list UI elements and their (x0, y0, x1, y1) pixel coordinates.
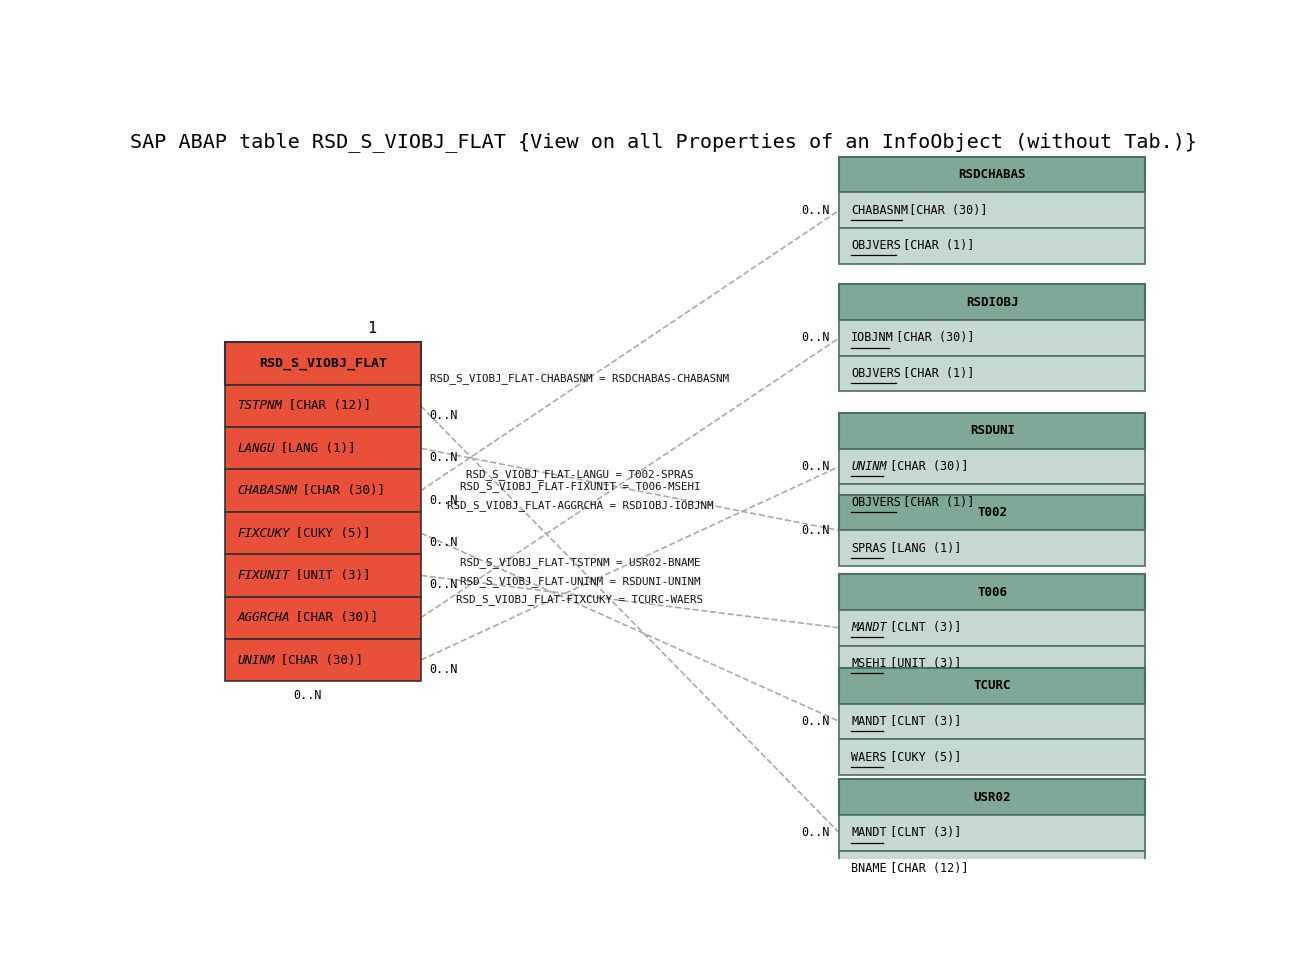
Bar (225, 554, 421, 596)
Bar (225, 427, 421, 470)
Text: [CHAR (30)]: [CHAR (30)] (883, 460, 969, 473)
Text: RSD_S_VIOBJ_FLAT-LANGU = T002-SPRAS: RSD_S_VIOBJ_FLAT-LANGU = T002-SPRAS (466, 469, 694, 480)
Bar (839, 449, 1145, 484)
Text: OBJVERS: OBJVERS (851, 367, 901, 380)
Text: 1: 1 (368, 321, 377, 337)
Text: [CLNT (3)]: [CLNT (3)] (883, 826, 961, 840)
Text: 0..N: 0..N (429, 452, 457, 464)
Text: 0..N: 0..N (800, 460, 829, 473)
Text: OBJVERS: OBJVERS (851, 239, 901, 252)
Text: BNAME: BNAME (851, 862, 887, 875)
Text: RSDIOBJ: RSDIOBJ (966, 296, 1019, 309)
Bar (839, 739, 1145, 775)
Text: [CLNT (3)]: [CLNT (3)] (883, 621, 961, 634)
Text: 0..N: 0..N (800, 204, 829, 217)
Bar (839, 531, 1145, 566)
Bar (839, 320, 1145, 356)
Text: T002: T002 (978, 506, 1008, 519)
Bar (839, 156, 1145, 192)
Text: MANDT: MANDT (851, 621, 887, 634)
Text: [LANG (1)]: [LANG (1)] (273, 442, 356, 455)
Bar (839, 285, 1145, 320)
Text: SPRAS: SPRAS (851, 541, 887, 555)
Bar (839, 851, 1145, 886)
Text: 0..N: 0..N (429, 494, 457, 507)
Text: [CHAR (30)]: [CHAR (30)] (890, 331, 975, 345)
Bar (839, 484, 1145, 520)
Text: [CHAR (30)]: [CHAR (30)] (295, 484, 385, 497)
Bar (839, 668, 1145, 703)
Text: USR02: USR02 (974, 790, 1011, 804)
Text: 0..N: 0..N (800, 524, 829, 537)
Bar (225, 470, 421, 511)
Text: [CHAR (1)]: [CHAR (1)] (896, 239, 974, 252)
Text: CHABASNM: CHABASNM (237, 484, 297, 497)
Text: [UNIT (3)]: [UNIT (3)] (287, 569, 370, 582)
Text: [CHAR (12)]: [CHAR (12)] (281, 400, 370, 412)
Text: 0..N: 0..N (800, 331, 829, 345)
Text: RSD_S_VIOBJ_FLAT-TSTPNM = USR02-BNAME: RSD_S_VIOBJ_FLAT-TSTPNM = USR02-BNAME (460, 557, 701, 568)
Text: UNINM: UNINM (851, 460, 887, 473)
Text: 0..N: 0..N (429, 663, 457, 676)
Bar (839, 356, 1145, 392)
Text: [CHAR (1)]: [CHAR (1)] (896, 496, 974, 509)
Text: [CHAR (12)]: [CHAR (12)] (883, 862, 969, 875)
Bar (225, 511, 421, 554)
Text: TSTPNM: TSTPNM (237, 400, 282, 412)
Bar (839, 228, 1145, 263)
Text: FIXUNIT: FIXUNIT (237, 569, 290, 582)
Text: [LANG (1)]: [LANG (1)] (883, 541, 961, 555)
Text: [CUKY (5)]: [CUKY (5)] (883, 751, 961, 763)
Bar (839, 495, 1145, 531)
Text: RSDCHABAS: RSDCHABAS (958, 168, 1026, 181)
Text: CHABASNM: CHABASNM (851, 204, 908, 217)
Text: RSD_S_VIOBJ_FLAT-FIXUNIT = T006-MSEHI: RSD_S_VIOBJ_FLAT-FIXUNIT = T006-MSEHI (460, 481, 701, 492)
Text: [UNIT (3)]: [UNIT (3)] (883, 657, 961, 670)
Text: [CHAR (1)]: [CHAR (1)] (896, 367, 974, 380)
Text: MANDT: MANDT (851, 826, 887, 840)
Bar (839, 646, 1145, 681)
Text: 0..N: 0..N (429, 536, 457, 549)
Text: AGGRCHA: AGGRCHA (237, 611, 290, 624)
Text: LANGU: LANGU (237, 442, 275, 455)
Bar (839, 703, 1145, 739)
Text: SAP ABAP table RSD_S_VIOBJ_FLAT {View on all Properties of an InfoObject (withou: SAP ABAP table RSD_S_VIOBJ_FLAT {View on… (131, 132, 1197, 152)
Text: RSDUNI: RSDUNI (970, 425, 1015, 437)
Text: [CUKY (5)]: [CUKY (5)] (287, 527, 370, 539)
Bar (839, 192, 1145, 228)
Text: RSD_S_VIOBJ_FLAT: RSD_S_VIOBJ_FLAT (259, 357, 387, 371)
Text: [CHAR (30)]: [CHAR (30)] (287, 611, 378, 624)
Text: 0..N: 0..N (800, 715, 829, 728)
Bar (839, 610, 1145, 646)
Text: WAERS: WAERS (851, 751, 887, 763)
Text: [CLNT (3)]: [CLNT (3)] (883, 715, 961, 728)
Text: T006: T006 (978, 586, 1008, 598)
Bar (225, 639, 421, 681)
Text: RSD_S_VIOBJ_FLAT-UNINM = RSDUNI-UNINM: RSD_S_VIOBJ_FLAT-UNINM = RSDUNI-UNINM (460, 576, 701, 587)
Text: MANDT: MANDT (851, 715, 887, 728)
Text: TCURC: TCURC (974, 679, 1011, 692)
Text: IOBJNM: IOBJNM (851, 331, 894, 345)
Bar (225, 343, 421, 385)
Text: [CHAR (30)]: [CHAR (30)] (273, 653, 364, 667)
Text: 0..N: 0..N (429, 578, 457, 592)
Bar (225, 385, 421, 427)
Bar (839, 413, 1145, 449)
Text: RSD_S_VIOBJ_FLAT-CHABASNM = RSDCHABAS-CHABASNM: RSD_S_VIOBJ_FLAT-CHABASNM = RSDCHABAS-CH… (430, 373, 729, 384)
Bar (225, 596, 421, 639)
Text: RSD_S_VIOBJ_FLAT-AGGRCHA = RSDIOBJ-IOBJNM: RSD_S_VIOBJ_FLAT-AGGRCHA = RSDIOBJ-IOBJN… (447, 501, 714, 511)
Text: MSEHI: MSEHI (851, 657, 887, 670)
Text: [CHAR (30)]: [CHAR (30)] (901, 204, 988, 217)
Text: 0..N: 0..N (800, 826, 829, 840)
Text: UNINM: UNINM (237, 653, 275, 667)
Text: FIXCUKY: FIXCUKY (237, 527, 290, 539)
Bar (839, 780, 1145, 815)
Bar (839, 815, 1145, 851)
Text: RSD_S_VIOBJ_FLAT-FIXCUKY = TCURC-WAERS: RSD_S_VIOBJ_FLAT-FIXCUKY = TCURC-WAERS (456, 593, 703, 605)
Bar (839, 574, 1145, 610)
Text: OBJVERS: OBJVERS (851, 496, 901, 509)
Text: 0..N: 0..N (429, 409, 457, 422)
Text: 0..N: 0..N (294, 689, 322, 702)
